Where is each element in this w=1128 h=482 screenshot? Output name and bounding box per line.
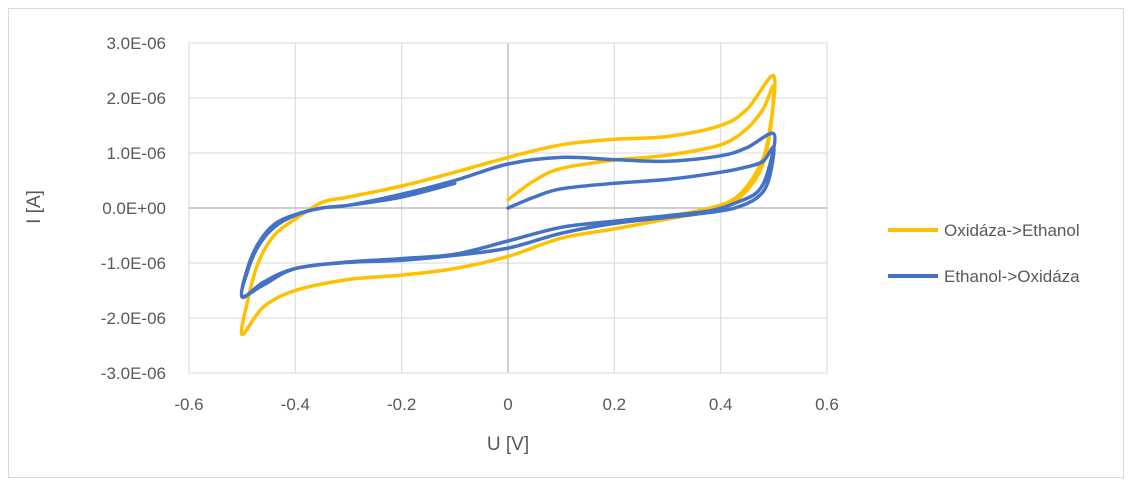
y-tick-label: -1.0E-06 <box>101 254 166 273</box>
x-tick-label: -0.2 <box>387 395 416 414</box>
x-tick-label: 0.6 <box>815 395 839 414</box>
series-line-oxidaza-ethanol <box>239 74 777 337</box>
legend-label-oxidaza-ethanol: Oxidáza->Ethanol <box>944 221 1080 240</box>
y-tick-label: 2.0E-06 <box>106 89 166 108</box>
legend: Oxidáza->Ethanol Ethanol->Oxidáza <box>888 221 1080 286</box>
tick-labels: -0.6 -0.4 -0.2 0 0.2 0.4 0.6 -3.0E-06 -2.0E-06 -1… <box>101 34 839 414</box>
y-axis-title: I [A] <box>24 190 45 224</box>
y-tick-label: 0.0E+00 <box>102 199 166 218</box>
x-tick-label: -0.4 <box>281 395 310 414</box>
series-layer <box>239 74 777 337</box>
x-tick-label: -0.6 <box>174 395 203 414</box>
y-tick-label: 3.0E-06 <box>106 34 166 53</box>
y-tick-label: -3.0E-06 <box>101 364 166 383</box>
series-line-ethanol-oxidaza <box>239 131 777 300</box>
chart-frame <box>8 8 1124 478</box>
x-axis-title: U [V] <box>487 434 529 455</box>
x-tick-label: 0 <box>503 395 512 414</box>
x-tick-label: 0.4 <box>709 395 733 414</box>
legend-label-ethanol-oxidaza: Ethanol->Oxidáza <box>944 267 1080 286</box>
y-tick-label: -2.0E-06 <box>101 309 166 328</box>
y-tick-label: 1.0E-06 <box>106 144 166 163</box>
x-tick-label: 0.2 <box>603 395 627 414</box>
